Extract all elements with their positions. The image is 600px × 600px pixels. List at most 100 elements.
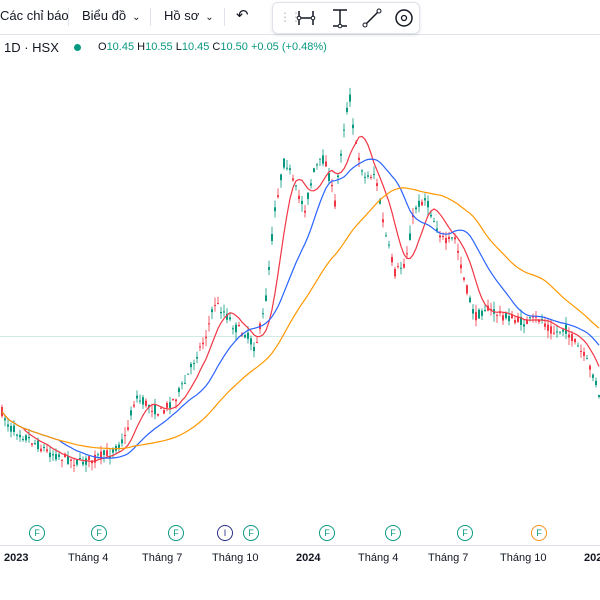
candle-body [148, 404, 150, 408]
candle-body [184, 382, 186, 384]
candle-body [571, 334, 573, 342]
drag-handle-icon[interactable]: ⋮⋮ [279, 10, 302, 24]
dividend-event-marker[interactable]: F [319, 525, 335, 541]
candle-body [130, 410, 132, 416]
candle-body [151, 410, 153, 412]
candle-body [121, 439, 123, 444]
candle-body [505, 312, 507, 319]
candle-body [28, 436, 30, 439]
circle-target-icon[interactable] [393, 7, 415, 29]
candle-body [370, 177, 372, 179]
candle-body [49, 452, 51, 458]
candle-body [181, 383, 183, 385]
candle-body [103, 450, 105, 455]
candle-body [283, 158, 285, 168]
time-axis-tick: Tháng 10 [212, 552, 259, 564]
candle-body [526, 320, 528, 325]
candle-body [598, 394, 600, 397]
trend-line-icon[interactable] [361, 7, 383, 29]
candle-body [433, 221, 435, 223]
indicators-button[interactable]: Các chỉ báo [0, 8, 69, 23]
candle-body [16, 434, 18, 436]
candle-body [160, 407, 162, 409]
chart-type-label: Biểu đồ [82, 8, 127, 23]
open-value: 10.45 [106, 41, 135, 53]
time-axis-tick: Tháng 4 [68, 552, 109, 564]
candle-body [274, 207, 276, 212]
time-axis-tick: Tháng 7 [142, 552, 183, 564]
candle-body [145, 400, 147, 406]
ohlc-values: O10.45 H10.55 L10.45 C10.50 +0.05 (+0.48… [98, 41, 327, 53]
candle-body [67, 456, 69, 464]
candle-body [250, 338, 252, 345]
candle-body [154, 404, 156, 415]
candle-body [25, 435, 27, 441]
profile-label: Hồ sơ [164, 8, 200, 23]
dividend-event-marker[interactable]: F [168, 525, 184, 541]
symbol-label[interactable]: 1D · HSX [4, 40, 59, 55]
time-axis[interactable]: 2023 Tháng 4 Tháng 7 Tháng 10 2024 Tháng 4 Thá… [0, 545, 600, 574]
undo-icon[interactable]: ↶ [236, 7, 249, 24]
candle-body [136, 395, 138, 399]
candle-body [442, 235, 444, 237]
info-event-marker[interactable]: I [217, 525, 233, 541]
candle-body [358, 157, 360, 161]
profile-button[interactable]: Hồ sơ ⌄ [164, 8, 214, 23]
candle-body [256, 342, 258, 344]
candle-body [475, 312, 477, 321]
candle-body [445, 237, 447, 244]
candle-body [220, 312, 222, 314]
dividend-event-marker[interactable]: F [385, 525, 401, 541]
candle-body [112, 449, 114, 453]
candle-body [577, 345, 579, 347]
candle-body [508, 316, 510, 322]
candle-body [457, 250, 459, 253]
candle-body [133, 404, 135, 407]
candle-body [292, 178, 294, 181]
candle-body [559, 331, 561, 333]
vertical-range-icon[interactable] [329, 7, 351, 29]
candle-body [169, 402, 171, 408]
candle-body [394, 268, 396, 277]
candle-body [451, 237, 453, 239]
candle-body [223, 311, 225, 313]
candle-body [331, 184, 333, 187]
horizontal-range-icon[interactable] [295, 7, 317, 29]
candle-body [469, 297, 471, 303]
dividend-event-marker[interactable]: F [457, 525, 473, 541]
candle-body [490, 308, 492, 311]
dividend-event-marker[interactable]: F [243, 525, 259, 541]
time-axis-tick: 202 [584, 552, 600, 564]
last-price-line [0, 336, 600, 337]
candle-body [46, 449, 48, 452]
candle-body [391, 256, 393, 263]
low-value: 10.45 [181, 41, 210, 53]
candle-body [562, 329, 564, 332]
candle-body [352, 124, 354, 129]
candle-body [70, 459, 72, 461]
candle-body [418, 200, 420, 207]
ma-short-line [1, 135, 600, 462]
candle-body [163, 410, 165, 414]
candle-body [157, 413, 159, 416]
price-chart[interactable] [0, 58, 600, 533]
candle-body [4, 418, 6, 421]
dividend-event-marker[interactable]: F [531, 525, 547, 541]
dividend-event-marker[interactable]: F [29, 525, 45, 541]
ma-mid-line [1, 158, 600, 459]
candle-body [529, 317, 531, 319]
candle-body [37, 440, 39, 450]
candle-body [379, 199, 381, 204]
candle-body [367, 175, 369, 177]
candle-body [289, 168, 291, 170]
candle-body [232, 328, 234, 330]
dividend-event-marker[interactable]: F [91, 525, 107, 541]
candle-body [382, 219, 384, 223]
candle-body [208, 323, 210, 325]
candle-body [406, 253, 408, 255]
candle-body [109, 456, 111, 458]
chart-type-button[interactable]: Biểu đồ ⌄ [82, 8, 140, 23]
candle-body [463, 277, 465, 280]
candle-body [304, 210, 306, 213]
